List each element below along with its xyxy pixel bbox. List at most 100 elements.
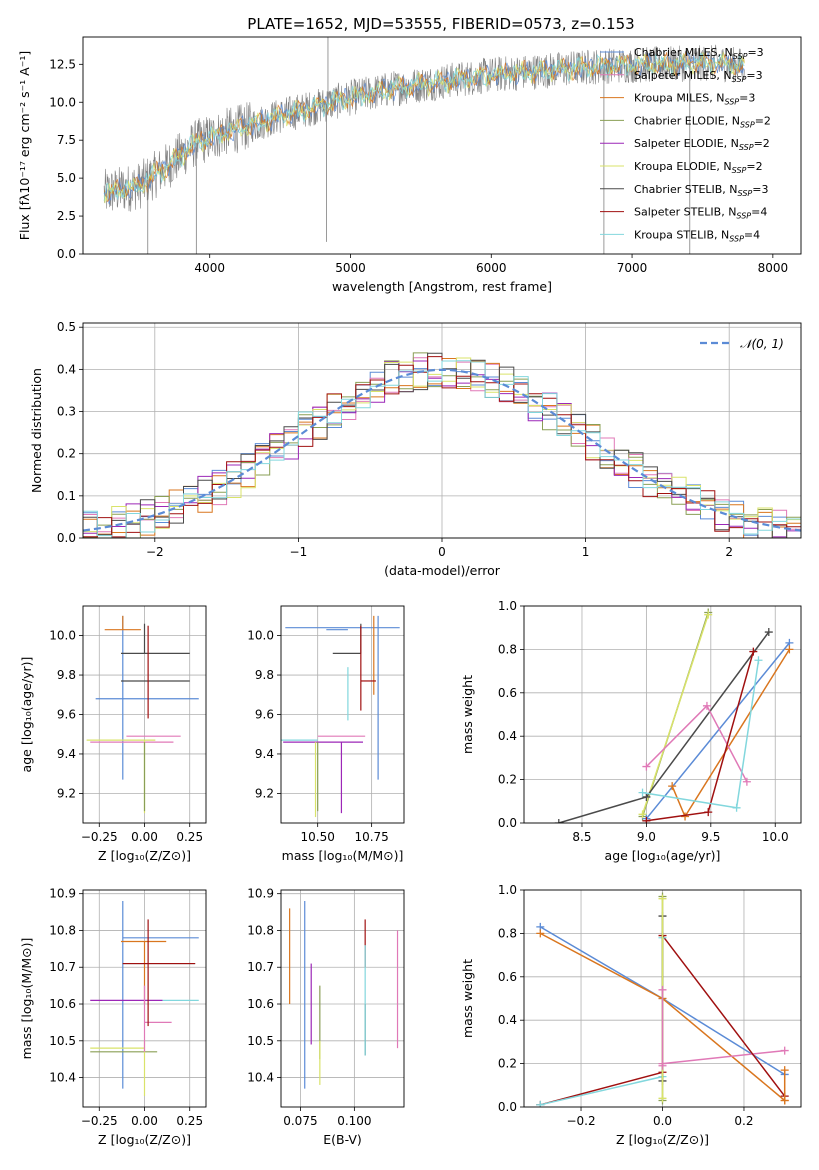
x-tick-label: 2 (725, 545, 733, 559)
legend-subscript: SSP (732, 166, 747, 175)
spectrum-panel: 4000 5000 6000 7000 8000 0.0 2.5 5.0 7.5 10.0 12.5… (17, 36, 802, 294)
legend-text: Chabrier STELIB, N (634, 183, 738, 196)
y-axis-label: mass [log₁₀(M/M⊙)] (19, 938, 34, 1060)
legend-entry: Chabrier STELIB, NSSP=3 (634, 183, 768, 198)
legend-text: Salpeter MILES, N (634, 69, 732, 82)
plot-frame (523, 889, 802, 1108)
legend-entry: Salpeter STELIB, NSSP=4 (634, 206, 767, 221)
y-tick-label: 10.4 (49, 1071, 76, 1085)
y-tick-label: 0.0 (57, 247, 76, 261)
mass-weight-line (645, 704, 748, 783)
legend-entry: Chabrier MILES, NSSP=3 (634, 46, 764, 61)
y-tick-label: 5.0 (57, 171, 76, 185)
mass-weight-point (554, 819, 563, 823)
y-tick-label: 1.0 (498, 883, 517, 897)
mass-weight-line (662, 1049, 785, 1065)
series-group (554, 608, 794, 823)
x-axis-label: Z [log₁₀(Z/Z⊙)] (616, 1132, 709, 1147)
mass-weight-point (536, 929, 545, 938)
mass-weight-point (780, 1066, 789, 1075)
y-tick-label: 0.1 (57, 489, 76, 503)
legend-text: Salpeter ELODIE, N (634, 137, 739, 150)
mass-weight-line (641, 614, 709, 815)
legend-tail: =4 (744, 228, 760, 241)
y-axis-label: mass weight (460, 675, 475, 754)
y-axis-label: Normed distribution (29, 368, 44, 493)
legend-subscript: SSP (732, 75, 747, 84)
mass-weight-point (642, 762, 651, 771)
residuals-panel: −2 −1 0 1 2 0.0 0.1 0.2 0.3 0.4 0.5 (data-model)/er… (29, 320, 802, 578)
y-tick-label: 10.7 (247, 960, 274, 974)
errorbar-group (90, 901, 199, 1096)
mass-weight-point (764, 628, 773, 637)
model-spectrum-line (103, 52, 745, 201)
y-tick-label: 9.8 (57, 668, 76, 682)
y-tick-label: 0.6 (498, 686, 517, 700)
errorbar-group (281, 615, 400, 818)
y-tick-label: 12.5 (49, 57, 76, 71)
mass-weight-point (780, 1046, 789, 1055)
mass_weight_vs_Z-panel: −0.2 0.0 0.2 0.0 0.2 0.4 0.6 0.8 1.0 Z [log₁₀(Z/Z… (460, 883, 802, 1147)
legend-entry: Kroupa MILES, NSSP=3 (634, 92, 755, 107)
x-tick-label: 10.50 (301, 830, 335, 844)
y-tick-label: 9.2 (255, 786, 274, 800)
age_vs_mass-panel: 10.50 10.75 9.2 9.4 9.6 9.8 10.0 mass [log₁₀(M/… (247, 605, 405, 863)
legend-tail: =3 (746, 69, 762, 82)
y-tick-label: 0.8 (498, 642, 517, 656)
x-tick-label: 0.0 (653, 1114, 672, 1128)
x-tick-label: 10.75 (354, 830, 388, 844)
mass-weight-point (642, 816, 651, 823)
legend-entry: Salpeter ELODIE, NSSP=2 (634, 137, 770, 152)
mass-weight-point (638, 788, 647, 797)
x-tick-label: 6000 (476, 261, 507, 275)
mass-weight-point (638, 810, 647, 819)
y-tick-label: 10.6 (247, 997, 274, 1011)
mass-weight-point (658, 1094, 667, 1103)
y-tick-label: 10.5 (247, 1034, 274, 1048)
y-tick-label: 9.4 (255, 747, 274, 761)
mass-weight-point (742, 777, 751, 786)
mass_weight_vs_age-panel: 8.5 9.0 9.5 10.0 0.0 0.2 0.4 0.6 0.8 1.0 age [log₁… (460, 599, 802, 863)
y-tick-label: 0.3 (57, 405, 76, 419)
legend-text: Kroupa ELODIE, N (634, 160, 732, 173)
y-tick-label: 0.4 (498, 1013, 517, 1027)
mass-weight-point (642, 792, 651, 801)
x-axis-label: wavelength [Angstrom, rest frame] (332, 279, 552, 294)
age_vs_Z-panel: −0.25 0.00 0.25 9.2 9.4 9.6 9.8 10.0 Z [log₁₀(Z/… (19, 605, 207, 863)
x-tick-label: 0.2 (734, 1114, 753, 1128)
y-axis-label: age [log₁₀(age/yr)] (19, 657, 34, 773)
y-tick-label: 10.0 (49, 629, 76, 643)
y-tick-label: 9.6 (57, 708, 76, 722)
mass-weight-point (780, 1096, 789, 1105)
legend-text: Kroupa MILES, N (634, 92, 724, 105)
legend-subscript: SSP (738, 189, 753, 198)
x-tick-label: −2 (146, 545, 164, 559)
legend-tail: =4 (751, 206, 767, 219)
figure-title: PLATE=1652, MJD=53555, FIBERID=0573, z=0… (247, 15, 634, 33)
y-tick-label: 0.0 (498, 1100, 517, 1114)
legend-text: Chabrier MILES, N (634, 46, 733, 59)
x-tick-label: 9.5 (701, 830, 720, 844)
y-tick-label: 10.4 (247, 1071, 274, 1085)
x-tick-label: −0.2 (566, 1114, 595, 1128)
x-tick-label: 10.0 (762, 830, 789, 844)
x-tick-label: 0.075 (283, 1114, 317, 1128)
x-tick-label: 0 (438, 545, 446, 559)
y-tick-label: 0.2 (57, 447, 76, 461)
x-tick-label: 8.5 (572, 830, 591, 844)
x-tick-label: 0.25 (176, 1114, 203, 1128)
plot-frame (280, 889, 405, 1108)
mass-weight-point (704, 808, 713, 817)
y-tick-label: 0.0 (498, 816, 517, 830)
gaussian-legend-label: 𝒩(0, 1) (740, 337, 784, 351)
plot-frame (523, 605, 802, 824)
mass-weight-point (754, 656, 763, 665)
y-tick-label: 10.0 (49, 95, 76, 109)
y-tick-label: 10.8 (247, 923, 274, 937)
x-tick-label: 0.100 (337, 1114, 371, 1128)
legend-entry: Kroupa STELIB, NSSP=4 (634, 228, 760, 243)
mass-weight-point (732, 803, 741, 812)
legend-tail: =2 (754, 137, 770, 150)
observed-spectrum-line (103, 44, 745, 212)
